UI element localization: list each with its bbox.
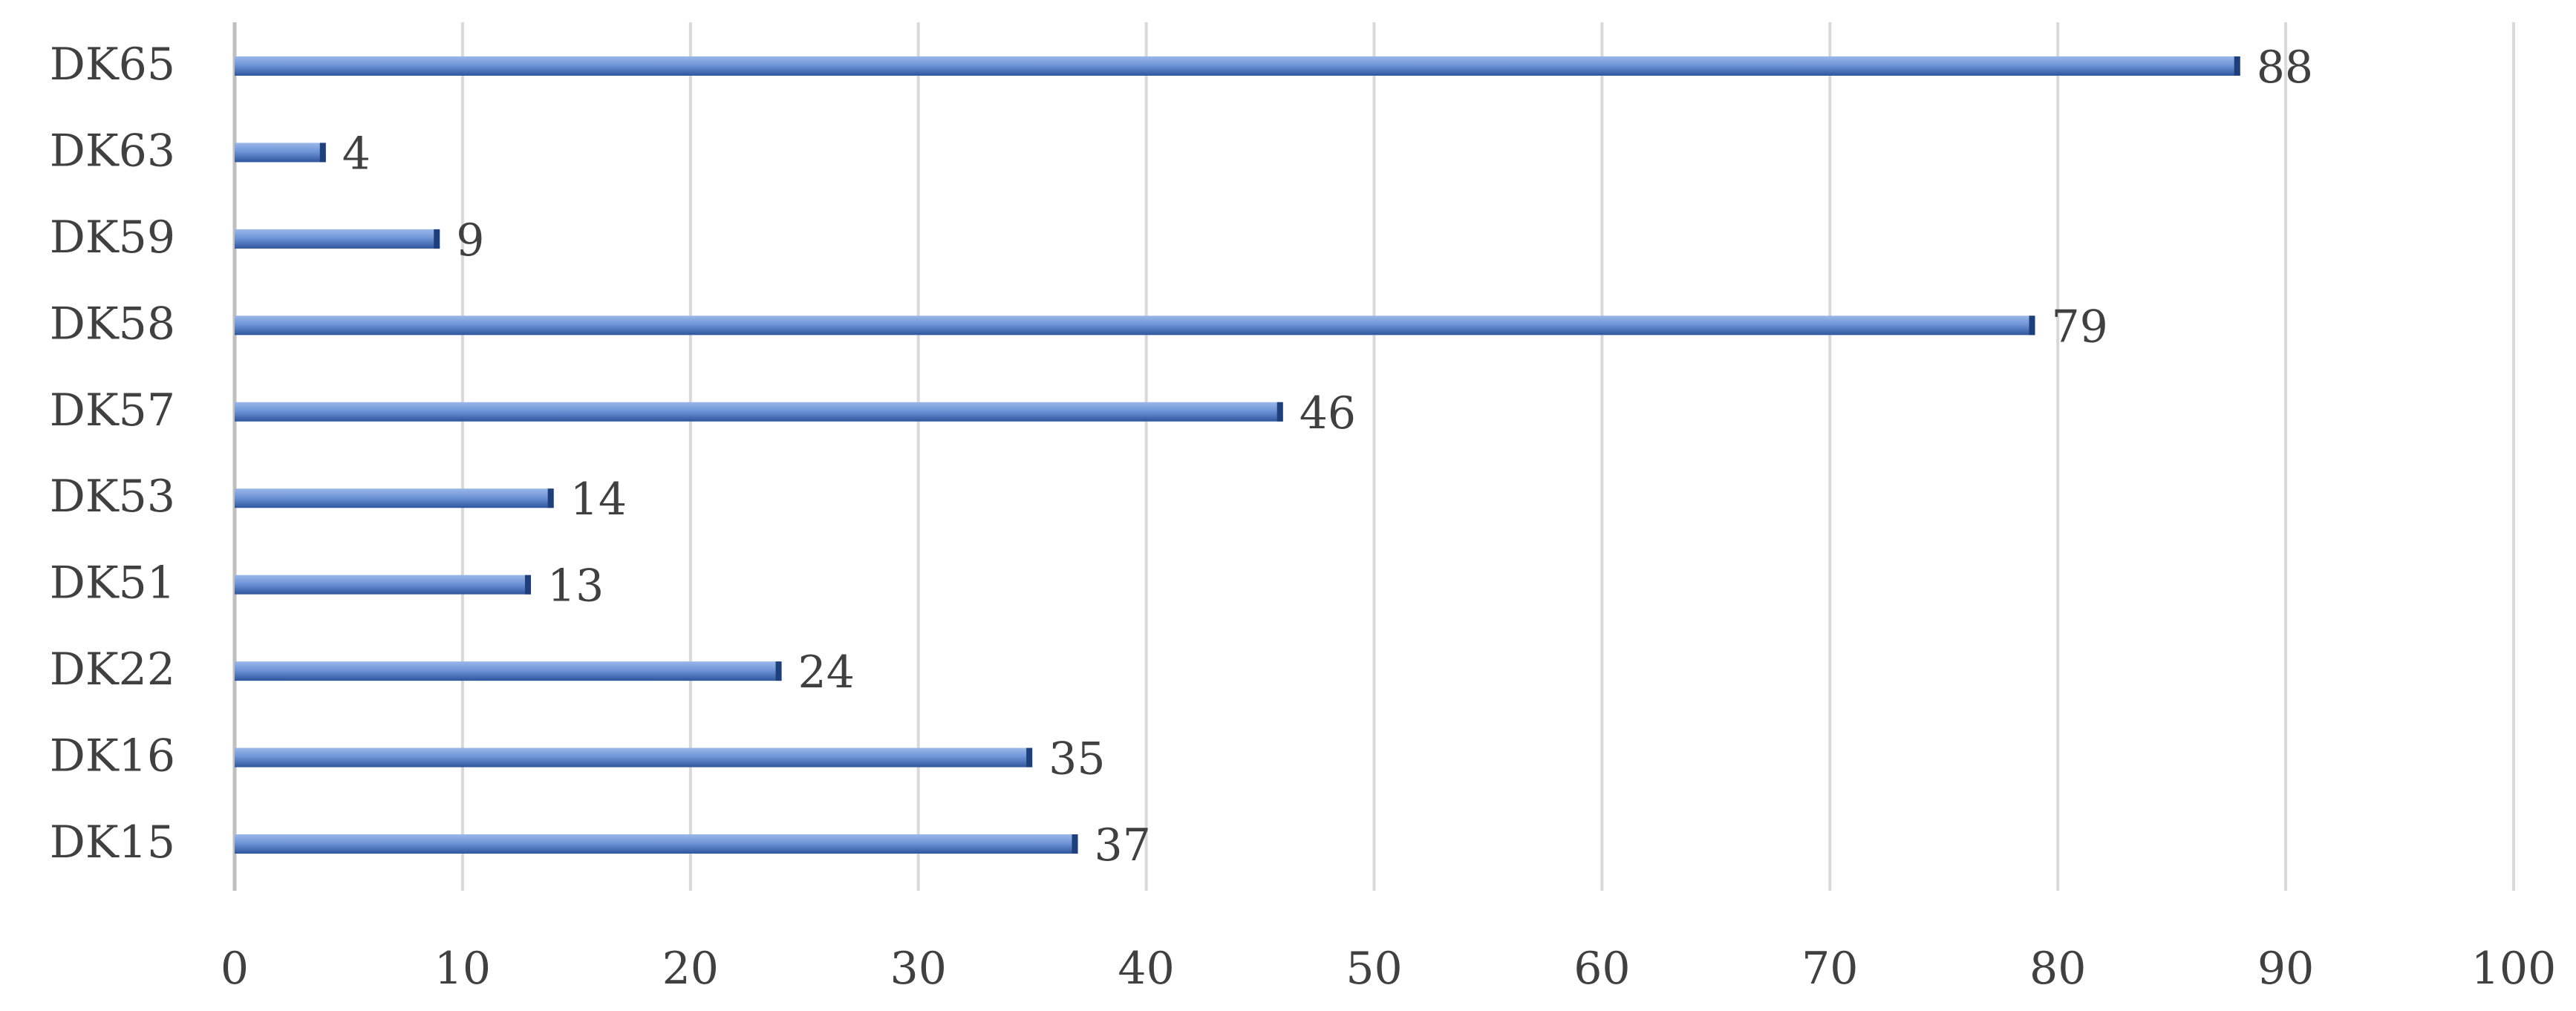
- category-label-dk16: DK16: [50, 730, 175, 782]
- bar-end-cap-dk53: [547, 488, 554, 508]
- x-tick-label-20: 20: [662, 943, 719, 995]
- bar-dk63: [235, 143, 326, 163]
- bar-dk15: [235, 834, 1078, 854]
- bar-end-cap-dk51: [524, 575, 531, 595]
- bar-end-cap-dk65: [2234, 56, 2240, 76]
- bar-end-cap-dk16: [1026, 747, 1033, 768]
- data-labels: 88 4 9 79 46 14 13 24 35 37: [342, 42, 2313, 871]
- data-label-dk65: 88: [2257, 42, 2313, 94]
- category-label-dk22: DK22: [50, 644, 175, 696]
- x-tick-label-50: 50: [1346, 943, 1402, 995]
- category-label-dk63: DK63: [50, 125, 175, 177]
- data-label-dk59: 9: [456, 215, 484, 266]
- bar-end-cap-dk15: [1072, 834, 1078, 854]
- x-tick-label-30: 30: [890, 943, 947, 995]
- x-tick-label-40: 40: [1118, 943, 1174, 995]
- x-tick-label-100: 100: [2471, 943, 2557, 995]
- bar-end-cap-dk22: [775, 661, 782, 681]
- x-tick-label-0: 0: [221, 943, 249, 995]
- bars: [235, 56, 2240, 854]
- category-label-dk15: DK15: [50, 817, 175, 868]
- category-label-dk51: DK51: [50, 557, 175, 609]
- data-label-dk57: 46: [1300, 387, 1356, 439]
- bar-dk16: [235, 747, 1033, 768]
- bar-dk65: [235, 56, 2240, 76]
- x-tick-labels: 0 10 20 30 40 50 60 70 80 90 100: [221, 943, 2556, 995]
- x-tick-label-70: 70: [1801, 943, 1858, 995]
- bar-dk51: [235, 575, 531, 595]
- data-label-dk22: 24: [798, 647, 855, 698]
- bar-dk22: [235, 661, 782, 681]
- bar-end-cap-dk63: [319, 143, 326, 163]
- data-label-dk15: 37: [1095, 819, 1151, 871]
- bar-end-cap-dk58: [2029, 315, 2035, 336]
- data-label-dk51: 13: [547, 560, 604, 612]
- category-label-dk53: DK53: [50, 471, 175, 523]
- bar-dk57: [235, 402, 1283, 422]
- x-tick-label-80: 80: [2029, 943, 2086, 995]
- bar-end-cap-dk59: [434, 229, 440, 249]
- data-label-dk53: 14: [570, 474, 627, 526]
- data-label-dk58: 79: [2052, 301, 2108, 353]
- bar-dk58: [235, 315, 2035, 336]
- data-label-dk63: 4: [342, 128, 371, 180]
- category-label-dk59: DK59: [50, 212, 175, 264]
- category-labels: DK65 DK63 DK59 DK58 DK57 DK53 DK51 DK22 DK16 DK15: [50, 39, 175, 868]
- bar-dk59: [235, 229, 440, 249]
- gridlines: [232, 22, 2515, 891]
- category-label-dk65: DK65: [50, 39, 175, 91]
- bar-end-cap-dk57: [1276, 402, 1283, 422]
- category-label-dk58: DK58: [50, 298, 175, 350]
- bar-dk53: [235, 488, 554, 508]
- x-tick-label-90: 90: [2257, 943, 2314, 995]
- x-tick-label-60: 60: [1574, 943, 1630, 995]
- x-tick-label-10: 10: [434, 943, 491, 995]
- data-label-dk16: 35: [1049, 733, 1105, 785]
- category-label-dk57: DK57: [50, 385, 175, 436]
